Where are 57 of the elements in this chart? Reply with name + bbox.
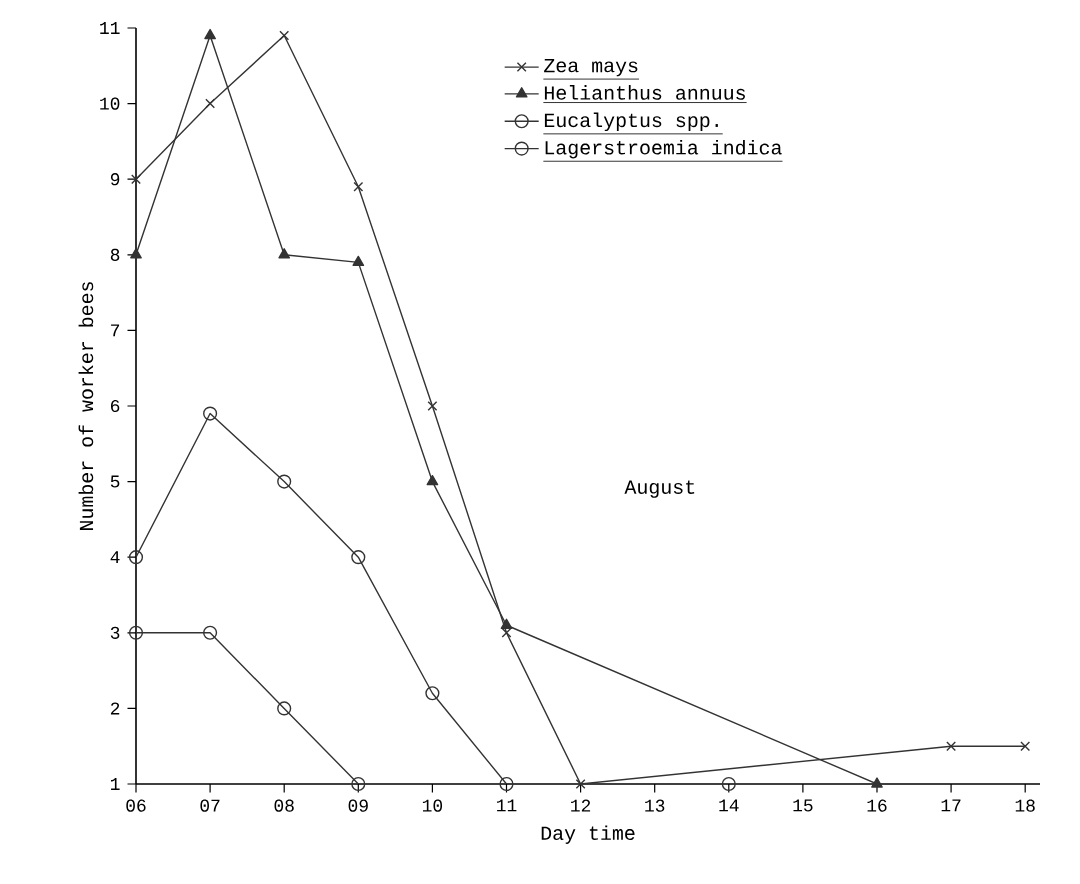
y-tick-label: 9 (110, 173, 120, 186)
point (426, 474, 439, 486)
y-tick-label: 1 (110, 778, 120, 790)
legend-label: Lagerstroemia indica (545, 139, 782, 159)
annotation: August (624, 480, 695, 498)
y-tick-label: 2 (110, 702, 120, 715)
point (575, 779, 586, 789)
x-tick-label: 06 (126, 799, 146, 812)
x-tick-label: 15 (793, 799, 813, 812)
x-tick-label: 17 (941, 799, 961, 812)
legend-label: Zea mays (544, 59, 638, 77)
y-tick-label: 8 (110, 248, 120, 261)
y-tick-label: 7 (111, 324, 120, 337)
y-tick-label: 4 (110, 551, 120, 564)
y-tick-label: 3 (110, 626, 120, 639)
point (721, 776, 736, 792)
point (946, 741, 957, 752)
point (351, 776, 366, 792)
point (352, 255, 365, 267)
x-tick-label: 10 (422, 799, 443, 812)
point (425, 686, 440, 701)
point (277, 701, 292, 716)
x-tick-label: 18 (1015, 799, 1035, 812)
point (499, 776, 514, 792)
point (871, 777, 883, 788)
point (203, 406, 218, 421)
point (130, 248, 142, 259)
y-tick-label: 11 (100, 22, 120, 34)
point (1020, 741, 1031, 752)
x-tick-label: 16 (867, 799, 887, 812)
legend-label: Helianthus annuus (544, 85, 745, 100)
point (205, 98, 216, 109)
point (500, 618, 513, 629)
point (353, 181, 364, 192)
x-tick-label: 08 (274, 799, 294, 812)
y-axis-title: Number of worker bees (78, 282, 94, 530)
x-tick-label: 11 (497, 799, 517, 812)
point (128, 625, 144, 640)
y-tick-label: 6 (111, 399, 120, 413)
x-tick-label: 14 (719, 799, 739, 812)
point (204, 28, 216, 40)
point (203, 625, 218, 640)
x-tick-label: 09 (348, 799, 368, 812)
point (278, 248, 291, 259)
x-tick-label: 12 (571, 799, 591, 812)
legend-label: Eucalyptus spp. (544, 112, 718, 132)
point (128, 550, 144, 565)
point (427, 401, 438, 411)
point (131, 174, 141, 185)
x-tick-label: 13 (645, 799, 665, 812)
x-axis-title: Day time (541, 825, 635, 844)
x-tick-label: 07 (200, 799, 220, 812)
y-tick-label: 5 (110, 475, 120, 488)
point (279, 30, 290, 41)
point (277, 474, 292, 489)
point (351, 550, 366, 565)
y-tick-label: 10 (100, 97, 120, 110)
